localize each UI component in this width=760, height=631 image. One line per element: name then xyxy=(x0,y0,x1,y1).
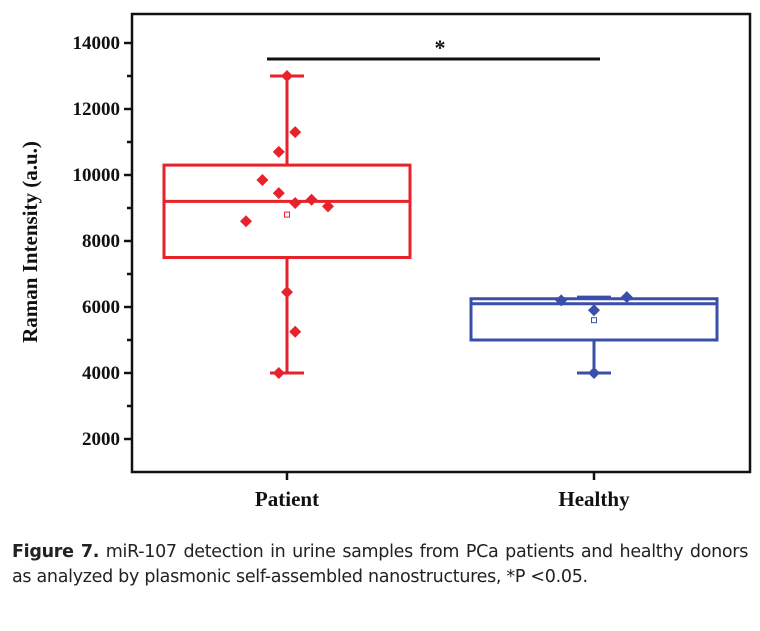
y-tick-label: 4000 xyxy=(82,363,120,384)
data-point xyxy=(588,367,600,379)
y-tick-label: 14000 xyxy=(73,33,121,54)
mean-marker xyxy=(591,317,597,324)
figure-caption: Figure 7. miR-107 detection in urine sam… xyxy=(12,540,748,590)
data-point xyxy=(272,145,285,158)
caption-label: Figure 7. xyxy=(12,542,100,562)
annotations: * xyxy=(267,35,600,61)
data-point xyxy=(289,126,302,139)
box-plot-chart: 2000 4000 6000 8000 10000 12000 14000 Patient H… xyxy=(18,12,752,511)
x-tick-label-patient: Patient xyxy=(255,487,319,511)
y-axis: 2000 4000 6000 8000 10000 12000 14000 xyxy=(73,33,132,450)
data-point xyxy=(305,193,318,206)
box-healthy xyxy=(469,291,719,379)
data-point xyxy=(272,367,285,379)
data-point xyxy=(272,187,285,200)
boxes xyxy=(162,70,719,379)
y-tick-label: 8000 xyxy=(82,231,120,252)
data-point xyxy=(281,286,293,299)
y-tick-label: 12000 xyxy=(73,99,121,120)
x-axis: Patient Healthy xyxy=(255,472,630,511)
plot-frame xyxy=(130,12,752,474)
plot-border xyxy=(130,12,752,474)
data-point xyxy=(322,200,334,213)
y-tick-label: 6000 xyxy=(82,297,120,318)
box-patient xyxy=(162,70,412,379)
caption-text: miR-107 detection in urine samples from … xyxy=(12,542,749,587)
y-tick-label: 10000 xyxy=(73,165,121,186)
data-point xyxy=(289,325,302,338)
iqr-box xyxy=(469,297,719,342)
significance-label: * xyxy=(435,35,446,60)
data-point xyxy=(555,294,568,307)
data-point xyxy=(289,197,302,210)
data-point xyxy=(240,215,252,228)
x-tick-label-healthy: Healthy xyxy=(558,487,630,511)
data-point xyxy=(620,291,633,304)
mean-marker xyxy=(284,211,290,218)
iqr-box xyxy=(162,163,412,260)
y-tick-label: 2000 xyxy=(82,429,120,450)
data-point xyxy=(281,70,293,82)
y-axis-title: Raman Intensity (a.u.) xyxy=(18,141,42,343)
data-point xyxy=(256,173,269,186)
data-point xyxy=(588,304,600,317)
